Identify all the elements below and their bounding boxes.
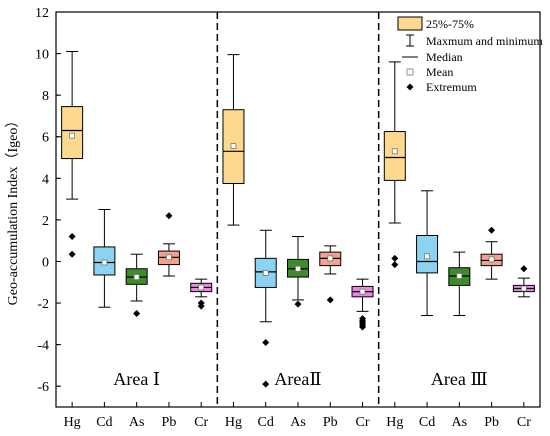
- y-tick-label: 10: [35, 48, 49, 63]
- extremum-point: [359, 323, 367, 331]
- legend-box-swatch: [397, 16, 423, 31]
- legend-diamond-swatch: [406, 83, 414, 91]
- legend-item: Median: [402, 50, 463, 64]
- legend-item: Extremum: [406, 80, 477, 94]
- mean-marker: [295, 265, 301, 272]
- y-tick-label: 0: [42, 255, 49, 270]
- plot-area: [55, 11, 541, 408]
- mean-marker: [133, 274, 140, 280]
- area-label: Area Ⅲ: [431, 369, 488, 389]
- y-tick-label: -6: [37, 380, 49, 395]
- x-tick-label: Cr: [517, 415, 531, 430]
- mean-marker: [230, 143, 237, 149]
- x-tick-label: Cr: [194, 415, 208, 430]
- legend-square-swatch: [406, 68, 414, 76]
- mean-marker: [424, 253, 430, 260]
- box-cr: [351, 278, 374, 331]
- area-label: AreaⅡ: [274, 369, 321, 389]
- x-tick-label: Cd: [419, 415, 435, 430]
- extremum-point: [68, 250, 76, 258]
- extremum-point: [326, 296, 334, 304]
- extremum-point: [262, 380, 270, 388]
- mean-marker: [262, 270, 269, 276]
- legend-label: Maxmum and minimum: [426, 34, 543, 48]
- x-axis: Hg Cd As Pb Cr Hg Cd As Pb Cr Hg Cd As Pb Cr: [64, 402, 531, 430]
- x-tick-label: Pb: [323, 415, 338, 430]
- x-tick-label: Hg: [386, 415, 403, 430]
- extremum-point: [197, 302, 205, 310]
- extremum-point: [133, 309, 141, 317]
- box-cd: [416, 190, 439, 317]
- extremum-point: [262, 339, 270, 347]
- box-cr: [512, 265, 535, 298]
- box-cr: [190, 278, 213, 310]
- box-as: [448, 251, 471, 317]
- legend-label: Mean: [426, 65, 453, 79]
- mean-marker: [488, 256, 495, 263]
- mean-marker: [359, 288, 366, 295]
- plot-frame: [55, 11, 541, 408]
- legend-label: 25%-75%: [426, 17, 474, 31]
- box-as: [287, 236, 309, 308]
- legend-item: Maxmum and minimum: [406, 34, 543, 48]
- y-tick-label: -2: [37, 297, 49, 312]
- y-tick-label: 4: [42, 172, 49, 187]
- mean-marker: [69, 132, 76, 139]
- extremum-point: [294, 300, 302, 308]
- mean-marker: [198, 284, 205, 291]
- box-cd: [93, 209, 116, 308]
- x-tick-label: As: [290, 415, 306, 430]
- mean-marker: [166, 254, 172, 261]
- extremum-point: [68, 233, 76, 241]
- extremum-point: [488, 226, 496, 234]
- legend-label: Extremum: [426, 80, 477, 94]
- area-labels: Area Ⅰ AreaⅡ Area Ⅲ: [113, 369, 487, 389]
- x-tick-label: Pb: [162, 415, 177, 430]
- legend-label: Median: [426, 50, 463, 64]
- x-tick-label: As: [452, 415, 468, 430]
- box-hg: [222, 54, 245, 226]
- box-pb: [480, 226, 503, 280]
- y-tick-label: 2: [42, 214, 49, 229]
- legend-item: Mean: [406, 65, 453, 79]
- box-hg: [383, 61, 406, 269]
- legend: 25%-75% Maxmum and minimum MedianMeanExtre…: [397, 16, 543, 94]
- x-tick-label: Pb: [484, 415, 499, 430]
- mean-marker: [327, 255, 334, 262]
- x-tick-label: Hg: [64, 415, 81, 430]
- box-pb: [319, 245, 342, 304]
- mean-marker: [456, 273, 463, 279]
- mean-marker: [101, 259, 108, 266]
- box-pb: [157, 212, 180, 277]
- x-tick-label: Cd: [258, 415, 274, 430]
- extremum-point: [165, 212, 173, 220]
- extremum-point: [520, 265, 528, 273]
- box-series: [61, 51, 535, 388]
- mean-marker: [391, 148, 398, 155]
- extremum-point: [391, 254, 399, 262]
- box-iqr: [383, 131, 406, 181]
- mean-marker: [520, 285, 527, 292]
- y-tick-label: 12: [35, 6, 49, 21]
- area-dividers: [216, 12, 380, 407]
- box-hg: [61, 51, 84, 258]
- y-tick-label: -4: [37, 339, 49, 354]
- y-axis: -6 -4 -2 0 2 4 6 8 10 12: [35, 6, 61, 395]
- x-tick-label: Cd: [96, 415, 112, 430]
- legend-item: 25%-75%: [397, 16, 474, 31]
- y-axis-label: Geo-accumulation Index（Igeo）: [5, 114, 21, 306]
- x-tick-label: As: [129, 415, 145, 430]
- y-tick-label: 8: [42, 89, 49, 104]
- box-cd: [254, 229, 277, 388]
- y-tick-label: 6: [42, 131, 49, 146]
- box-as: [125, 253, 148, 317]
- x-tick-label: Hg: [225, 415, 242, 430]
- box-iqr: [61, 106, 84, 160]
- area-label: Area Ⅰ: [113, 369, 160, 389]
- x-tick-label: Cr: [356, 415, 370, 430]
- extremum-point: [391, 261, 399, 269]
